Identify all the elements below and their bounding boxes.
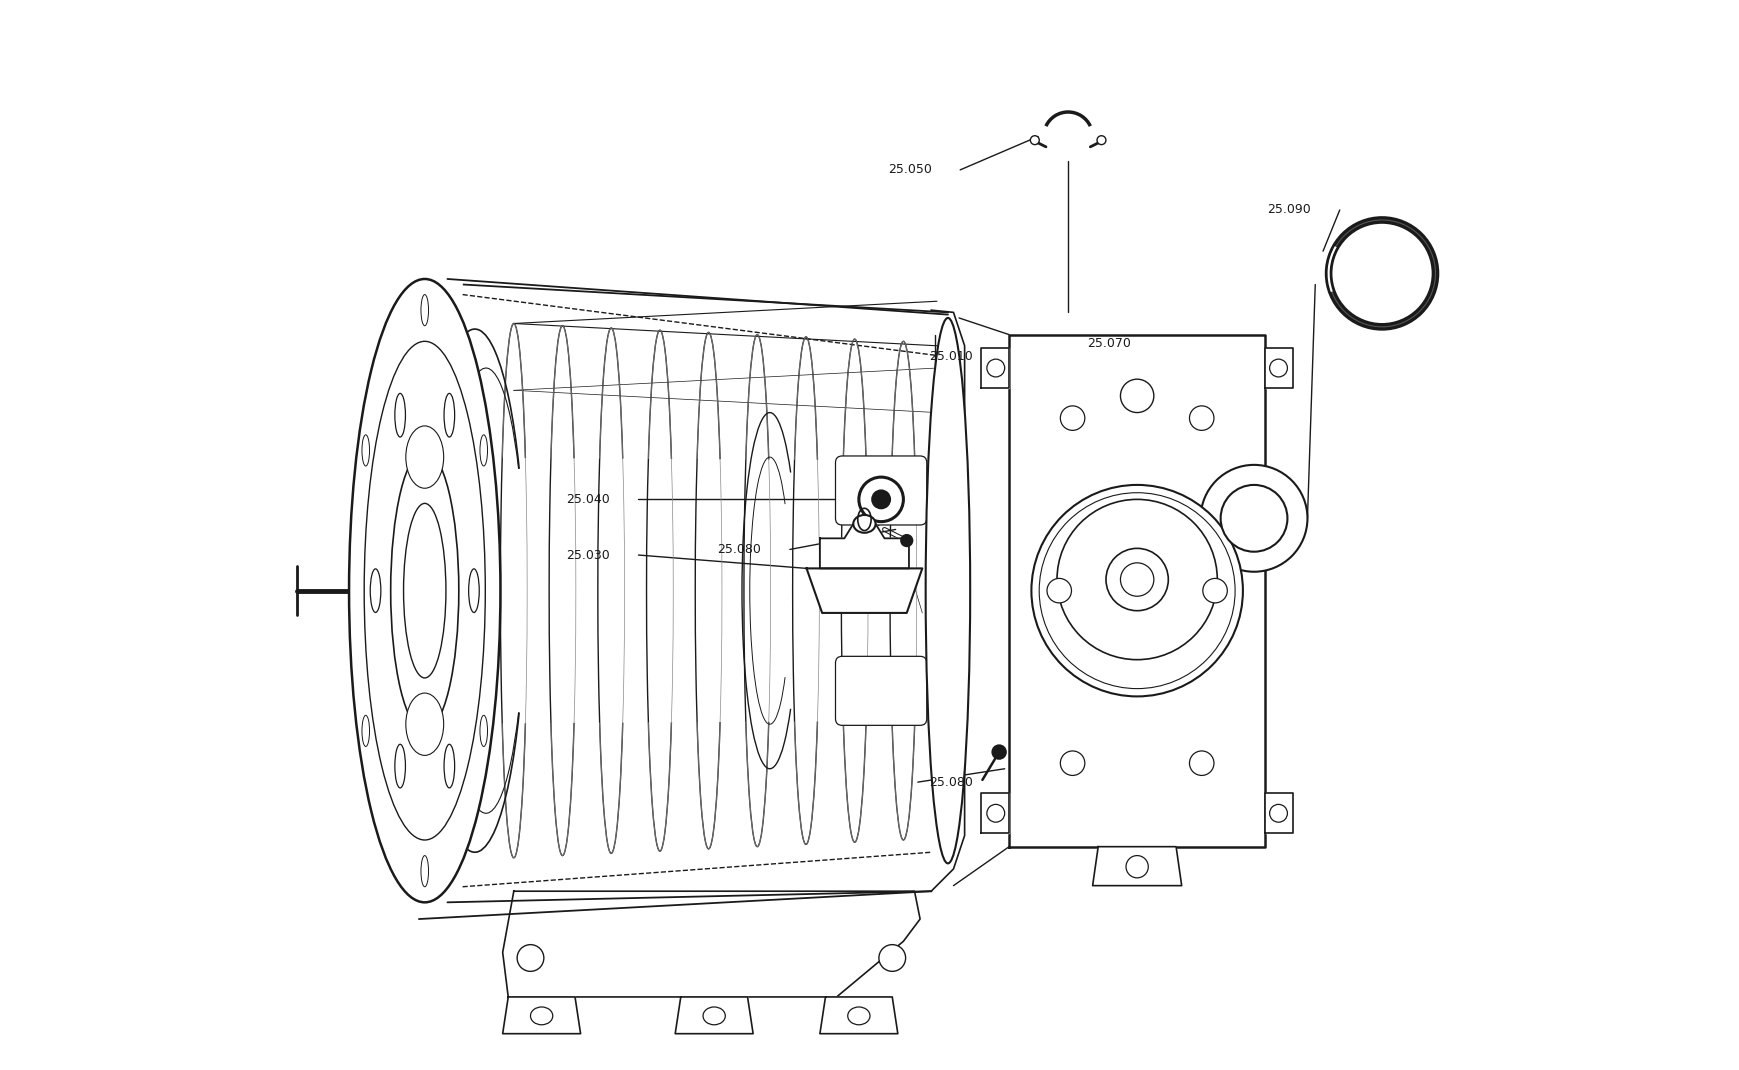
Polygon shape	[807, 568, 922, 613]
FancyBboxPatch shape	[835, 456, 927, 525]
Polygon shape	[1264, 793, 1292, 834]
Circle shape	[1125, 856, 1148, 877]
Polygon shape	[819, 524, 908, 568]
Polygon shape	[503, 891, 920, 997]
Circle shape	[1269, 360, 1287, 377]
Text: 25.090: 25.090	[1266, 203, 1311, 216]
Circle shape	[1031, 485, 1242, 697]
Ellipse shape	[370, 569, 381, 612]
Polygon shape	[1264, 348, 1292, 388]
Ellipse shape	[468, 569, 478, 612]
Text: 25.070: 25.070	[1087, 337, 1130, 350]
Circle shape	[1106, 548, 1167, 611]
Circle shape	[991, 746, 1005, 759]
Ellipse shape	[852, 515, 875, 533]
Polygon shape	[1009, 335, 1264, 846]
Circle shape	[1120, 379, 1153, 413]
Ellipse shape	[350, 279, 501, 902]
Circle shape	[859, 477, 903, 522]
Circle shape	[1200, 464, 1306, 571]
Ellipse shape	[391, 450, 459, 731]
Polygon shape	[981, 348, 1009, 388]
Ellipse shape	[925, 318, 970, 863]
Polygon shape	[981, 793, 1009, 834]
Circle shape	[871, 490, 890, 508]
Circle shape	[1189, 751, 1214, 776]
Circle shape	[1096, 136, 1106, 144]
Text: 25.010: 25.010	[929, 350, 972, 364]
Ellipse shape	[516, 945, 544, 972]
Circle shape	[1329, 220, 1435, 326]
Text: 25.050: 25.050	[887, 164, 930, 177]
Circle shape	[1047, 579, 1071, 602]
Text: 25.040: 25.040	[565, 493, 609, 506]
FancyBboxPatch shape	[835, 656, 927, 725]
Ellipse shape	[395, 745, 405, 788]
Polygon shape	[819, 997, 897, 1034]
Circle shape	[1029, 136, 1038, 144]
Circle shape	[986, 805, 1003, 822]
Circle shape	[901, 535, 911, 546]
Text: 25.080: 25.080	[716, 542, 762, 556]
Circle shape	[1059, 406, 1083, 430]
Circle shape	[1189, 406, 1214, 430]
Circle shape	[1202, 579, 1226, 602]
Circle shape	[1269, 805, 1287, 822]
Ellipse shape	[443, 394, 454, 437]
Polygon shape	[675, 997, 753, 1034]
Ellipse shape	[878, 945, 904, 972]
Ellipse shape	[405, 693, 443, 755]
Circle shape	[1221, 485, 1287, 552]
Text: 25.080: 25.080	[929, 776, 972, 789]
Polygon shape	[1092, 846, 1181, 886]
Ellipse shape	[405, 426, 443, 488]
Ellipse shape	[395, 394, 405, 437]
Ellipse shape	[443, 745, 454, 788]
Polygon shape	[503, 997, 581, 1034]
Circle shape	[986, 360, 1003, 377]
Text: 25.030: 25.030	[565, 549, 609, 562]
Circle shape	[1059, 751, 1083, 776]
